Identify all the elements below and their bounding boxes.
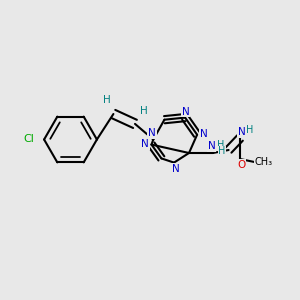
Text: H: H	[217, 140, 224, 150]
Text: N: N	[238, 127, 245, 137]
Text: N: N	[200, 129, 208, 139]
Text: N: N	[172, 164, 179, 174]
Text: CH₃: CH₃	[254, 157, 272, 167]
Text: H: H	[218, 146, 226, 157]
Text: H: H	[140, 106, 148, 116]
Text: N: N	[141, 139, 149, 149]
Text: H: H	[103, 94, 111, 105]
Text: N: N	[148, 128, 156, 139]
Text: O: O	[237, 160, 246, 170]
Text: Cl: Cl	[23, 134, 34, 145]
Text: H: H	[246, 124, 253, 135]
Text: N: N	[182, 106, 190, 117]
Text: N: N	[208, 141, 215, 152]
